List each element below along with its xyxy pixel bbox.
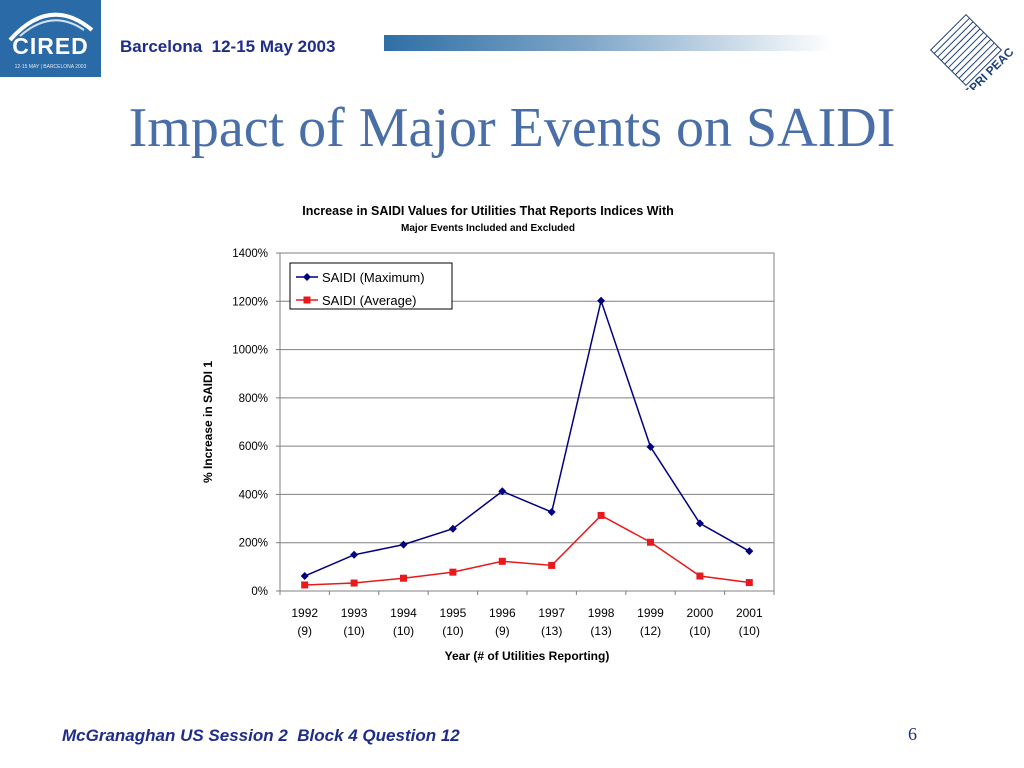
cired-logo-graphic bbox=[8, 12, 94, 42]
data-point-marker bbox=[449, 568, 457, 576]
x-tick-label: 2001 bbox=[736, 606, 763, 620]
x-tick-count-label: (9) bbox=[297, 624, 312, 638]
x-tick-label: 1992 bbox=[291, 606, 318, 620]
data-point-marker bbox=[399, 540, 408, 549]
x-tick-label: 1998 bbox=[588, 606, 615, 620]
y-tick-label: 1400% bbox=[232, 248, 268, 260]
data-point-marker bbox=[745, 579, 753, 587]
conference-label: Barcelona 12-15 May 2003 bbox=[120, 37, 336, 56]
x-tick-label: 1994 bbox=[390, 606, 417, 620]
data-point-marker bbox=[646, 442, 655, 451]
data-point-marker bbox=[548, 561, 556, 569]
x-tick-label: 1999 bbox=[637, 606, 664, 620]
x-tick-count-label: (13) bbox=[541, 624, 562, 638]
y-axis-label: % Increase in SAIDI 1 bbox=[201, 361, 215, 483]
data-point-marker bbox=[597, 296, 606, 305]
data-point-marker bbox=[498, 557, 506, 565]
series-line bbox=[304, 298, 750, 577]
x-axis-tick-labels: 1992 (9) 1993 (10) 1994 (10) 1995 (10) 1996 (9) 19… bbox=[279, 591, 775, 638]
x-tick-count-label: (13) bbox=[590, 624, 611, 638]
x-tick-count-label: (10) bbox=[442, 624, 463, 638]
data-point-marker bbox=[400, 574, 407, 582]
data-point-marker bbox=[696, 572, 704, 580]
slide-title: Impact of Major Events on SAIDI bbox=[128, 97, 896, 159]
x-axis-label: Year (# of Utilities Reporting) bbox=[445, 649, 610, 663]
x-tick-count-label: (10) bbox=[343, 624, 364, 638]
legend-marker bbox=[303, 273, 311, 281]
footer-session-label: McGranaghan US Session 2 Block 4 Questio… bbox=[62, 726, 460, 745]
saidi-line-chart: Increase in SAIDI Values for Utilities T… bbox=[201, 204, 775, 663]
y-tick-label: 800% bbox=[239, 393, 268, 405]
chart-title: Increase in SAIDI Values for Utilities T… bbox=[302, 204, 674, 218]
chart-legend: SAIDI (Maximum) SAIDI (Average) bbox=[289, 262, 453, 310]
legend-marker bbox=[303, 296, 311, 304]
y-tick-label: 0% bbox=[251, 586, 268, 598]
x-tick-label: 1993 bbox=[341, 606, 368, 620]
x-tick-count-label: (9) bbox=[495, 624, 510, 638]
chart-subtitle: Major Events Included and Excluded bbox=[401, 223, 575, 234]
header-gradient-bar bbox=[384, 35, 834, 51]
cired-logo-text: CIRED bbox=[12, 33, 89, 59]
data-point-marker bbox=[448, 524, 457, 533]
legend-box bbox=[289, 262, 453, 310]
data-point-marker bbox=[547, 508, 556, 517]
x-tick-label: 1995 bbox=[440, 606, 467, 620]
x-tick-count-label: (12) bbox=[640, 624, 661, 638]
epri-peac-logo-text: EPRI PEAC bbox=[961, 45, 1016, 90]
x-tick-count-label: (10) bbox=[393, 624, 414, 638]
data-point-marker bbox=[350, 579, 358, 587]
data-point-marker bbox=[498, 487, 507, 496]
data-point-marker bbox=[300, 572, 309, 581]
y-tick-label: 1000% bbox=[232, 345, 268, 357]
series-line bbox=[304, 514, 750, 586]
data-point-marker bbox=[745, 547, 754, 556]
cired-logo: CIRED 12-15 MAY | BARCELONA 2003 bbox=[0, 0, 101, 77]
data-point-marker bbox=[647, 538, 654, 546]
y-tick-label: 600% bbox=[239, 441, 268, 453]
x-tick-label: 1997 bbox=[538, 606, 565, 620]
legend-label: SAIDI (Average) bbox=[322, 293, 416, 308]
data-point-marker bbox=[695, 519, 704, 528]
y-tick-label: 400% bbox=[239, 489, 268, 501]
x-tick-label: 2000 bbox=[687, 606, 714, 620]
grid-lines bbox=[280, 300, 774, 544]
x-tick-count-label: (10) bbox=[689, 624, 710, 638]
y-tick-label: 1200% bbox=[232, 296, 268, 308]
cired-logo-subtext: 12-15 MAY | BARCELONA 2003 bbox=[14, 64, 87, 70]
page-number: 6 bbox=[908, 724, 917, 744]
x-tick-label: 1996 bbox=[489, 606, 516, 620]
data-point-marker bbox=[301, 581, 309, 589]
epri-peac-logo: EPRI PEAC bbox=[929, 13, 1016, 90]
data-point-marker bbox=[350, 550, 359, 559]
x-tick-count-label: (10) bbox=[739, 624, 760, 638]
legend-label: SAIDI (Maximum) bbox=[322, 270, 425, 285]
y-tick-label: 200% bbox=[239, 538, 268, 550]
data-point-marker bbox=[597, 511, 605, 519]
series-lines bbox=[300, 296, 754, 589]
y-axis-tick-labels: 0% 200% 400% 600% 800% 1000% 1200% 1400% bbox=[232, 248, 280, 598]
